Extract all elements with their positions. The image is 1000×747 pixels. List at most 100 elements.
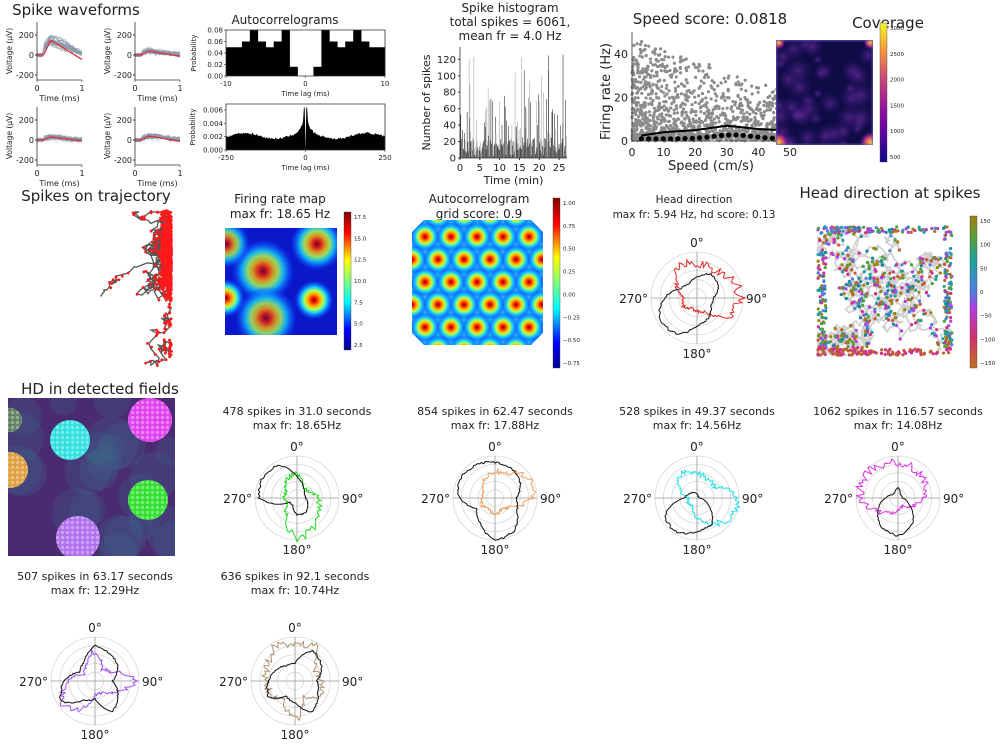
speed-point: [637, 75, 642, 79]
spike-point: [822, 271, 826, 275]
x-tick-label: 1: [177, 84, 182, 93]
spike-point: [949, 316, 953, 320]
spike-point: [824, 262, 828, 266]
spike-point: [838, 347, 842, 352]
speed-point: [655, 95, 659, 100]
spike-point: [872, 246, 876, 250]
speed-point: [702, 111, 706, 115]
binned-mean-point: [755, 134, 761, 140]
grid-peak: [514, 221, 543, 252]
detected-field-dots: [128, 480, 168, 520]
spike-point: [852, 231, 856, 235]
speed-point: [764, 83, 768, 87]
spike-point: [854, 280, 858, 285]
speed-point: [711, 108, 715, 112]
spike-point: [163, 351, 167, 355]
spike-point: [921, 257, 925, 261]
speed-point: [682, 58, 686, 62]
binned-mean-point: [711, 133, 717, 139]
speed-point: [691, 62, 696, 66]
speed-point: [733, 100, 738, 104]
y-axis-label: Voltage (µV): [5, 113, 14, 159]
spike-point: [928, 263, 932, 267]
speed-point: [667, 96, 672, 100]
spike-point: [165, 267, 169, 271]
spike-point: [854, 328, 858, 333]
spike-point: [861, 299, 866, 303]
x-tick-label: 0: [132, 169, 137, 178]
speed-point: [712, 88, 716, 92]
x-tick-label: -250: [218, 154, 234, 162]
spike-point: [164, 312, 168, 316]
spike-point: [934, 352, 938, 356]
spike-point: [887, 228, 891, 232]
angle-label-0: 0°: [288, 621, 302, 635]
speed-point: [742, 118, 746, 123]
angle-label-180: 180°: [281, 728, 310, 742]
speed-point: [655, 115, 659, 119]
axes-spine: [631, 32, 790, 142]
spike-point: [896, 275, 900, 279]
y-tick-label: 0: [127, 51, 132, 60]
speed-point: [647, 127, 652, 131]
spike-point: [856, 284, 861, 288]
spike-point: [865, 261, 870, 265]
grid-autocorr-title-1: Autocorrelogram: [429, 192, 530, 206]
angle-label-90: 90°: [142, 675, 163, 689]
spike-point: [913, 347, 917, 351]
speed-point: [672, 133, 676, 137]
spike-point: [855, 352, 859, 356]
spike-point: [167, 232, 171, 236]
spike-point: [823, 309, 828, 313]
y-tick-label: 0.000: [203, 146, 223, 154]
polar-curve-overall: [266, 649, 323, 713]
spike-point: [157, 330, 160, 334]
speed-point: [675, 107, 679, 111]
binned-mean-point: [638, 136, 645, 142]
coverage-patch: [835, 103, 864, 132]
spike-point: [906, 289, 910, 294]
speed-point: [643, 121, 647, 125]
polar-title: 478 spikes in 31.0 seconds: [223, 405, 372, 418]
coverage-hotspot: [776, 131, 790, 145]
spike-point: [157, 360, 161, 364]
spike-point: [166, 296, 169, 300]
spike-point: [867, 305, 872, 309]
spike-point: [161, 258, 165, 262]
y-tick-label: 80: [443, 88, 456, 99]
colorbar-tick-label: 7.5: [354, 300, 363, 306]
spike-point: [870, 259, 874, 264]
polar-curve-overall: [457, 460, 522, 541]
y-tick-label: -200: [16, 71, 34, 80]
spike-point: [880, 348, 884, 352]
spike-point: [881, 229, 885, 233]
speed-point: [716, 84, 720, 88]
spike-point: [943, 262, 947, 267]
grid-peak: [488, 221, 518, 252]
colorbar-tick-label: −150: [980, 361, 996, 367]
spike-point: [894, 323, 899, 328]
spike-point: [816, 265, 820, 270]
spike-point: [816, 307, 820, 311]
spike-point: [151, 249, 155, 253]
speed-point: [697, 101, 701, 106]
spike-point: [946, 291, 950, 295]
speed-point: [699, 110, 703, 114]
spike-point: [895, 298, 899, 302]
speed-point: [657, 122, 661, 126]
coverage-patch: [800, 40, 825, 59]
spike-point: [823, 234, 827, 238]
spike-point: [149, 211, 153, 215]
speed-point: [707, 62, 711, 67]
speed-point: [742, 116, 746, 120]
spike-point: [835, 348, 840, 352]
spike-point: [918, 256, 922, 260]
spike-point: [895, 225, 899, 229]
spike-point: [848, 353, 852, 357]
x-tick-label: 0: [303, 154, 307, 162]
speed-point: [659, 47, 663, 51]
speed-point: [635, 126, 639, 131]
spike-point: [851, 342, 855, 346]
hd-spikes-title: Head direction at spikes: [799, 184, 980, 202]
